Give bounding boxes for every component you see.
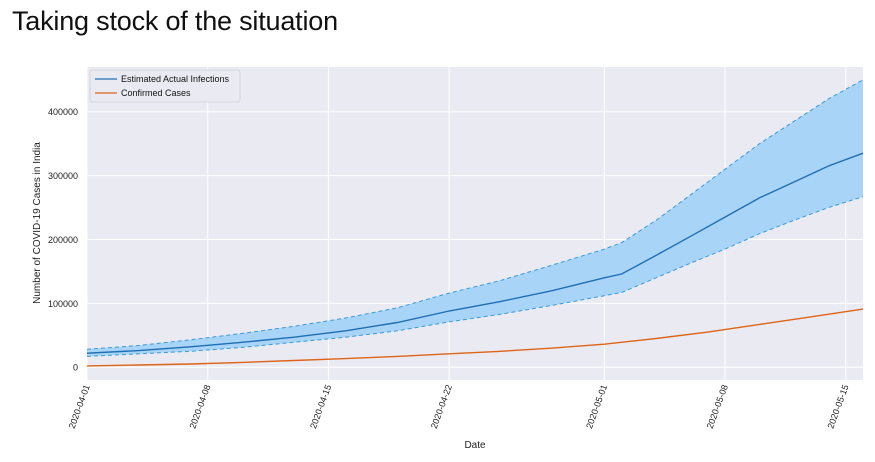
y-tick-label: 300000 — [48, 171, 78, 181]
legend-label-confirmed: Confirmed Cases — [121, 88, 191, 98]
y-tick-labels: 0 100000 200000 300000 400000 — [48, 107, 78, 373]
y-tick-label: 0 — [73, 363, 78, 373]
series-line-estimated — [86, 152, 864, 354]
page-heading: Taking stock of the situation — [12, 6, 338, 36]
x-tick-label: 2020-04-01 — [67, 383, 92, 430]
legend-label-estimated: Estimated Actual Infections — [121, 74, 230, 84]
series-lines — [86, 152, 864, 367]
x-axis-label: Date — [464, 440, 486, 451]
x-tick-label: 2020-04-08 — [187, 383, 212, 430]
series-line-confirmed — [86, 308, 864, 367]
uncertainty-band-area — [87, 79, 863, 357]
x-tick-label: 2020-04-22 — [429, 383, 454, 430]
x-tick-label: 2020-05-15 — [825, 383, 850, 430]
lower-bound-line — [86, 196, 864, 357]
upper-bound-line — [86, 79, 864, 350]
x-tick-label: 2020-05-08 — [705, 383, 730, 430]
y-tick-label: 200000 — [48, 235, 78, 245]
x-tick-label: 2020-04-15 — [308, 383, 333, 430]
x-tick-label: 2020-05-01 — [584, 383, 609, 430]
uncertainty-band — [86, 79, 864, 357]
legend: Estimated Actual Infections Confirmed Ca… — [89, 69, 241, 103]
y-tick-label: 100000 — [48, 299, 78, 309]
legend-box — [89, 69, 241, 103]
y-tick-label: 400000 — [48, 107, 78, 117]
y-axis-label: Number of COVID-19 Cases in India — [32, 142, 43, 304]
x-tick-labels: 2020-04-01 2020-04-08 2020-04-15 2020-04-22… — [67, 383, 851, 430]
